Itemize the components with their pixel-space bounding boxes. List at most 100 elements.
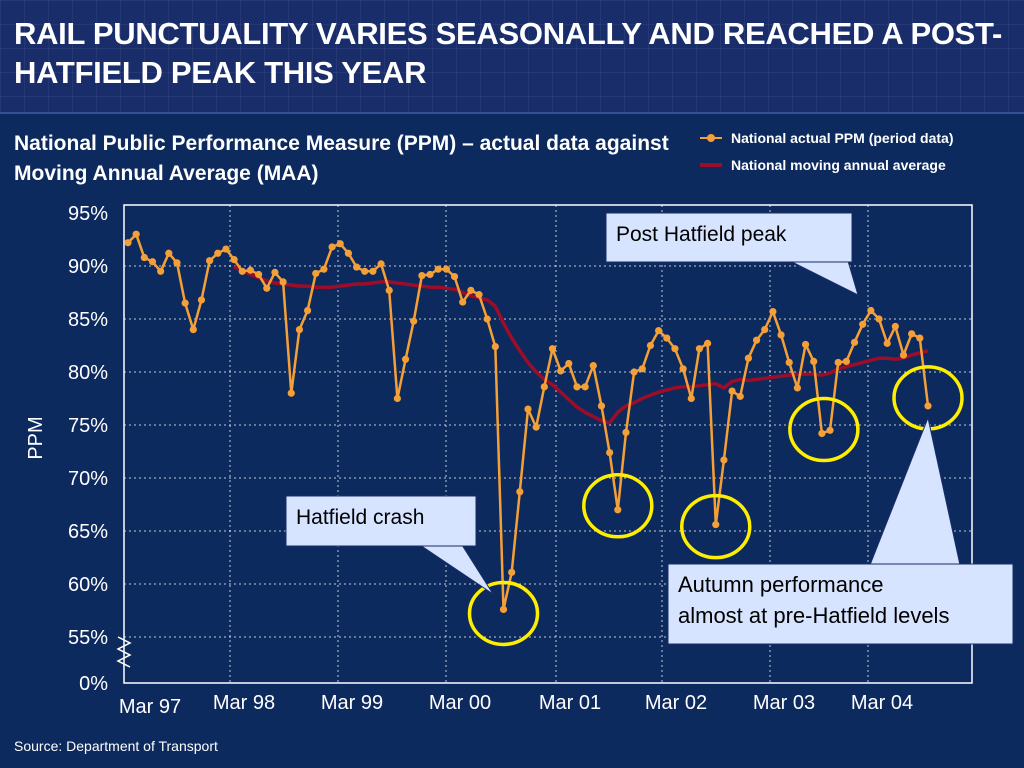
actual-point bbox=[361, 267, 369, 275]
actual-point bbox=[606, 448, 614, 457]
actual-point bbox=[826, 426, 834, 434]
x-tick-labels: Mar 97 Mar 98 Mar 99 Mar 00 Mar 01 Mar 02 Mar … bbox=[119, 692, 913, 718]
actual-point bbox=[695, 345, 704, 353]
callout-hatfield-crash-pointer bbox=[418, 544, 494, 595]
highlight-ring bbox=[680, 493, 752, 560]
x-tick-label: Mar 04 bbox=[851, 692, 913, 714]
actual-point bbox=[516, 488, 524, 496]
title-banner: RAIL PUNCTUALITY VARIES SEASONALLY AND R… bbox=[0, 0, 1024, 114]
actual-point bbox=[899, 351, 908, 359]
headline: RAIL PUNCTUALITY VARIES SEASONALLY AND R… bbox=[14, 16, 1002, 90]
actual-point bbox=[883, 339, 891, 347]
actual-point bbox=[671, 345, 679, 353]
actual-point bbox=[548, 345, 557, 353]
y-tick-label: 65% bbox=[68, 521, 108, 543]
actual-point bbox=[426, 270, 434, 279]
actual-point bbox=[785, 358, 793, 367]
actual-point bbox=[875, 315, 883, 323]
actual-point bbox=[703, 339, 712, 347]
callout-autumn-performance-text: Autumn performance almost at pre-Hatfield… bbox=[678, 572, 949, 628]
actual-point bbox=[238, 267, 246, 275]
actual-point bbox=[263, 284, 271, 292]
callout-autumn-performance-pointer bbox=[869, 416, 961, 566]
legend-item-maa: National moving annual average bbox=[700, 151, 953, 178]
highlight-ring bbox=[467, 580, 540, 647]
actual-point bbox=[818, 429, 826, 438]
actual-point bbox=[165, 249, 173, 257]
x-tick-label: Mar 97 bbox=[119, 696, 181, 718]
actual-point bbox=[410, 317, 418, 325]
actual-point bbox=[418, 271, 426, 280]
actual-point bbox=[328, 243, 336, 251]
actual-point bbox=[924, 402, 932, 410]
callout-post-hatfield-peak-text: Post Hatfield peak bbox=[616, 223, 787, 246]
actual-point bbox=[369, 267, 377, 275]
actual-point bbox=[459, 298, 467, 306]
chart-subtitle: National Public Performance Measure (PPM… bbox=[14, 132, 669, 185]
actual-point bbox=[777, 331, 785, 339]
actual-point bbox=[687, 394, 695, 403]
actual-point bbox=[442, 265, 450, 273]
actual-point bbox=[401, 355, 410, 363]
series-actual bbox=[124, 230, 932, 614]
highlight-ring bbox=[788, 396, 860, 463]
actual-point bbox=[312, 269, 320, 278]
y-tick-label: 70% bbox=[68, 468, 108, 490]
actual-point bbox=[581, 383, 589, 391]
actual-point bbox=[728, 387, 736, 395]
actual-point bbox=[867, 306, 875, 315]
actual-point bbox=[214, 249, 222, 257]
actual-point bbox=[508, 568, 516, 576]
actual-point bbox=[540, 383, 548, 391]
actual-point bbox=[255, 270, 263, 279]
actual-point bbox=[565, 359, 573, 368]
y-tick-label: 0% bbox=[79, 673, 108, 695]
actual-point bbox=[663, 334, 671, 342]
y-tick-label: 95% bbox=[68, 203, 108, 225]
actual-point bbox=[679, 365, 687, 373]
actual-point bbox=[287, 389, 295, 397]
legend-marker-maa bbox=[700, 159, 722, 171]
actual-point bbox=[140, 253, 148, 262]
y-tick-labels: 0% 55% 60% 65% 70% 75% 80% 85% 90% 95% bbox=[68, 203, 108, 695]
y-tick-label: 90% bbox=[68, 256, 108, 278]
actual-point bbox=[483, 315, 491, 323]
actual-point bbox=[752, 336, 761, 344]
callouts: Post Hatfield peak Hatfield crash Autumn p… bbox=[285, 212, 1014, 645]
actual-point bbox=[499, 605, 508, 614]
y-tick-label: 60% bbox=[68, 574, 108, 596]
actual-point bbox=[655, 327, 663, 335]
callout-hatfield-crash-box bbox=[285, 495, 477, 547]
actual-point bbox=[573, 383, 581, 391]
actual-point bbox=[744, 354, 753, 362]
x-tick-label: Mar 03 bbox=[753, 692, 815, 714]
actual-point bbox=[614, 506, 622, 514]
actual-point bbox=[801, 340, 810, 349]
actual-point bbox=[336, 240, 344, 248]
plot-area-frame bbox=[123, 204, 973, 684]
actual-point bbox=[222, 245, 230, 253]
actual-point bbox=[712, 521, 720, 529]
actual-point bbox=[638, 365, 646, 373]
actual-point bbox=[630, 368, 638, 376]
actual-point bbox=[344, 249, 353, 257]
actual-point bbox=[524, 405, 532, 413]
actual-point bbox=[769, 307, 777, 316]
actual-point bbox=[793, 384, 801, 392]
x-tick-label: Mar 01 bbox=[539, 692, 601, 714]
actual-point bbox=[189, 326, 197, 334]
actual-point bbox=[450, 273, 459, 281]
actual-point bbox=[271, 268, 279, 276]
actual-point bbox=[720, 456, 728, 464]
actual-point bbox=[206, 257, 214, 265]
actual-point bbox=[597, 402, 606, 410]
actual-point bbox=[434, 265, 442, 273]
series-maa bbox=[233, 265, 929, 425]
actual-point bbox=[197, 296, 206, 304]
actual-point bbox=[859, 320, 867, 328]
actual-point bbox=[246, 266, 255, 274]
actual-point bbox=[891, 322, 899, 331]
actual-point bbox=[475, 291, 483, 299]
actual-point bbox=[646, 341, 655, 350]
actual-point bbox=[320, 265, 328, 273]
